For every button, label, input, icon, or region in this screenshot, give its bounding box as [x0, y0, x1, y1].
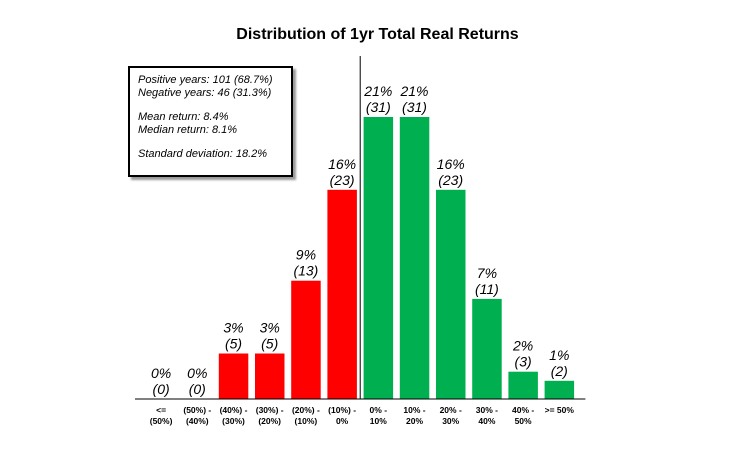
- value-label-4-0: 9%: [296, 247, 316, 263]
- value-label-3-1: (5): [261, 336, 278, 352]
- value-label-0-0: 0%: [151, 365, 171, 381]
- bar-9: [472, 298, 502, 399]
- bar-10: [508, 371, 538, 399]
- value-label-0-1: (0): [153, 381, 170, 397]
- bar-7: [399, 117, 430, 399]
- x-tick-label-8-1: 30%: [442, 416, 459, 426]
- value-label-4-1: (13): [293, 263, 318, 279]
- x-tick-label-10-1: 50%: [515, 416, 532, 426]
- value-label-5-1: (23): [330, 172, 355, 188]
- value-label-1-1: (0): [189, 381, 206, 397]
- x-tick-label-0-0: <=: [156, 405, 166, 415]
- stats-line-4: Median return: 8.1%: [138, 123, 238, 136]
- x-tick-label-6-0: 0% -: [370, 405, 388, 415]
- value-label-2-0: 3%: [223, 320, 243, 336]
- x-tick-label-4-1: (10%): [295, 416, 318, 426]
- value-label-2-1: (5): [225, 336, 242, 352]
- value-label-10-1: (3): [515, 354, 532, 370]
- stats-gap: [138, 99, 291, 111]
- x-tick-label-4-0: (20%) -: [292, 405, 320, 415]
- value-label-8-1: (23): [438, 172, 463, 188]
- bar-8: [436, 189, 466, 399]
- x-tick-label-3-0: (30%) -: [256, 405, 284, 415]
- x-tick-labels-group: <=(50%)(50%) -(40%)(40%) -(30%)(30%) -(2…: [150, 405, 575, 426]
- x-tick-label-11-0: >= 50%: [545, 405, 575, 415]
- bars-group: [218, 117, 575, 399]
- value-label-6-0: 21%: [363, 83, 392, 99]
- bar-11: [544, 380, 575, 399]
- value-label-1-0: 0%: [187, 365, 207, 381]
- value-label-8-0: 16%: [437, 156, 465, 172]
- x-tick-label-8-0: 20% -: [440, 405, 462, 415]
- bar-6: [363, 117, 394, 399]
- x-tick-label-1-1: (40%): [186, 416, 209, 426]
- chart-title: Distribution of 1yr Total Real Returns: [236, 26, 519, 43]
- bar-2: [218, 353, 249, 399]
- x-tick-label-10-0: 40% -: [512, 405, 534, 415]
- value-label-11-1: (2): [551, 363, 568, 379]
- x-tick-label-5-0: (10%) -: [328, 405, 356, 415]
- stats-line-3: Mean return: 8.4%: [138, 111, 229, 123]
- x-tick-label-3-1: (20%): [258, 416, 281, 426]
- bar-3: [255, 353, 285, 399]
- value-label-10-0: 2%: [512, 338, 533, 354]
- value-labels-group: 0%(0)0%(0)3%(5)3%(5)9%(13)16%(23)21%(31)…: [151, 83, 569, 397]
- x-tick-label-6-1: 10%: [370, 416, 387, 426]
- x-tick-label-7-0: 10% -: [403, 405, 425, 415]
- value-label-7-1: (31): [402, 99, 427, 115]
- x-tick-label-2-1: (30%): [222, 416, 245, 426]
- stats-line-1: Negative years: 46 (31.3%): [138, 86, 272, 99]
- stats-gap: [138, 136, 291, 148]
- stats-line-6: Standard deviation: 18.2%: [138, 148, 268, 160]
- x-tick-label-9-0: 30% -: [476, 405, 498, 415]
- x-tick-label-5-1: 0%: [336, 416, 349, 426]
- value-label-3-0: 3%: [260, 320, 280, 336]
- x-tick-label-0-1: (50%): [150, 416, 173, 426]
- value-label-9-0: 7%: [477, 265, 497, 281]
- bar-4: [291, 280, 321, 399]
- x-tick-label-2-0: (40%) -: [220, 405, 248, 415]
- value-label-6-1: (31): [366, 99, 391, 115]
- stats-line-0: Positive years: 101 (68.7%): [138, 74, 273, 86]
- bar-5: [327, 189, 357, 399]
- x-tick-label-1-0: (50%) -: [183, 405, 211, 415]
- value-label-11-0: 1%: [549, 347, 569, 363]
- value-label-7-0: 21%: [399, 83, 428, 99]
- stats-box: Positive years: 101 (68.7%) Negative year…: [128, 66, 293, 177]
- value-label-5-0: 16%: [328, 156, 356, 172]
- x-tick-label-7-1: 20%: [406, 416, 423, 426]
- x-tick-label-9-1: 40%: [478, 416, 495, 426]
- value-label-9-1: (11): [475, 281, 499, 297]
